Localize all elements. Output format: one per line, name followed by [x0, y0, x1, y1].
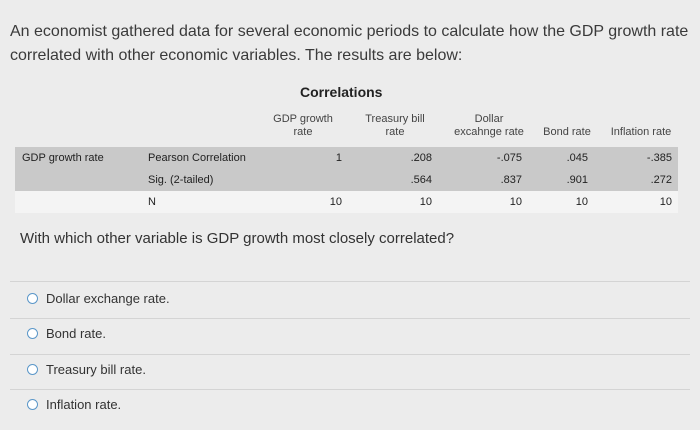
divider [10, 389, 690, 390]
stat-label-n: N [148, 196, 156, 208]
stat-label-sig: Sig. (2-tailed) [148, 174, 214, 186]
cell-value: .901 [566, 174, 588, 186]
radio-button-icon[interactable] [27, 293, 38, 304]
radio-button-icon[interactable] [27, 328, 38, 339]
table-row [15, 147, 678, 169]
option-label: Dollar exchange rate. [46, 291, 170, 306]
option-dollar-exchange-rate[interactable]: Dollar exchange rate. [27, 291, 170, 306]
cell-value: .564 [410, 174, 432, 186]
question-intro: An economist gathered data for several e… [10, 23, 689, 64]
table-title: Correlations [300, 84, 383, 100]
col-header-dollar: Dollar excahnge rate [454, 113, 524, 138]
stat-label-pearson: Pearson Correlation [148, 152, 246, 164]
radio-button-icon[interactable] [27, 399, 38, 410]
option-inflation-rate[interactable]: Inflation rate. [27, 397, 121, 412]
col-header-bond: Bond rate [543, 126, 591, 138]
table-row [15, 191, 678, 213]
cell-value: -.075 [496, 152, 522, 164]
option-label: Bond rate. [46, 326, 106, 341]
option-label: Inflation rate. [46, 397, 122, 412]
cell-value: 10 [329, 196, 342, 208]
radio-button-icon[interactable] [27, 364, 38, 375]
cell-value: 1 [335, 152, 342, 164]
cell-value: .272 [650, 174, 672, 186]
cell-value: .837 [500, 174, 522, 186]
col-header-treasury: Treasury bill rate [365, 113, 425, 138]
cell-value: -.385 [646, 152, 672, 164]
cell-value: .208 [410, 152, 432, 164]
cell-value: 10 [659, 196, 672, 208]
cell-value: 10 [419, 196, 432, 208]
cell-value: 10 [575, 196, 588, 208]
option-bond-rate[interactable]: Bond rate. [27, 326, 106, 341]
divider [10, 354, 690, 355]
option-treasury-bill-rate[interactable]: Treasury bill rate. [27, 362, 146, 377]
cell-value: 10 [509, 196, 522, 208]
row-label-gdp: GDP growth rate [22, 152, 104, 164]
option-label: Treasury bill rate. [46, 362, 146, 377]
table-row [15, 169, 678, 191]
col-header-gdp: GDP growth rate [273, 113, 333, 138]
divider [10, 281, 690, 282]
divider [10, 318, 690, 319]
question-text: With which other variable is GDP growth … [20, 230, 455, 247]
cell-value: .045 [566, 152, 588, 164]
col-header-inflation: Inflation rate [610, 126, 672, 138]
